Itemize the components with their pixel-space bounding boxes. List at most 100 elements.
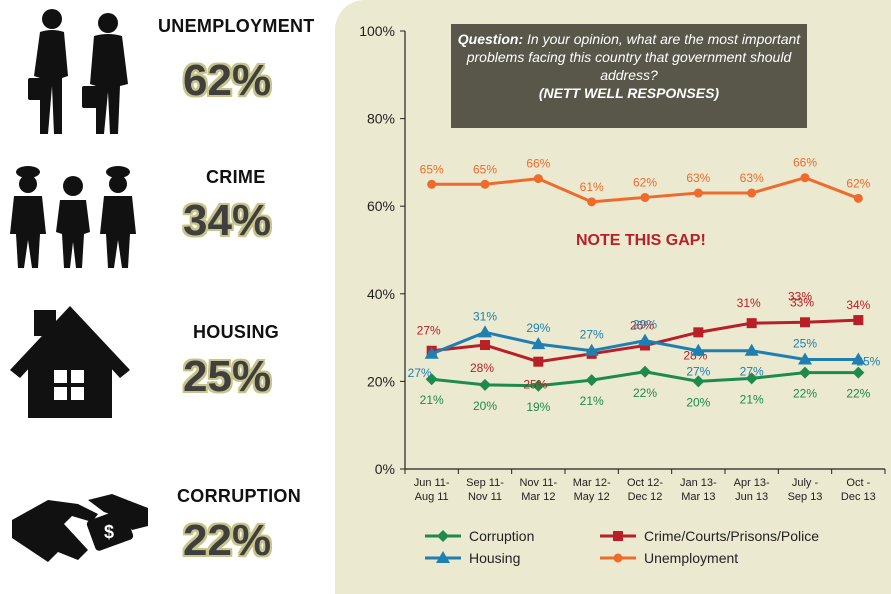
legend-label-housing: Housing bbox=[469, 550, 520, 566]
data-point-crime bbox=[800, 317, 810, 328]
house-icon bbox=[10, 306, 130, 418]
category-value-housing: 25% bbox=[183, 352, 272, 401]
y-tick-label: 0% bbox=[375, 461, 395, 477]
series-corruption: 21% 20% 19% 21% 22% 20% 21% 22% 22% bbox=[420, 365, 871, 414]
x-tick-label: Nov 11-Mar 12 bbox=[519, 477, 557, 503]
category-label-unemployment: UNEMPLOYMENT bbox=[158, 16, 315, 36]
series-housing: 27% 31% 29% 27% 29% 27% 27% 25% 25% bbox=[408, 309, 881, 379]
x-tick-label: Mar 12-May 12 bbox=[573, 477, 611, 503]
question-box: Question: In your opinion, what are the … bbox=[451, 24, 807, 128]
category-label-housing: HOUSING bbox=[193, 322, 280, 342]
data-label-crime: 27% bbox=[417, 324, 441, 338]
data-label-crime: 31% bbox=[737, 296, 761, 310]
data-label-crime: 33% bbox=[790, 295, 814, 309]
x-tick-label: Jan 13-Mar 13 bbox=[680, 477, 717, 503]
data-label-housing: 31% bbox=[473, 309, 497, 323]
x-tick-label: Apr 13-Jun 13 bbox=[734, 477, 770, 503]
y-tick-label: 40% bbox=[367, 286, 395, 302]
data-point-corruption bbox=[532, 379, 545, 392]
data-point-unemployment bbox=[693, 188, 703, 198]
data-label-housing: 27% bbox=[686, 365, 710, 379]
data-point-housing bbox=[798, 352, 812, 365]
data-point-crime bbox=[480, 340, 490, 351]
data-point-corruption bbox=[852, 366, 865, 379]
data-label-unemployment: 65% bbox=[473, 162, 497, 176]
legend-item-housing: Housing bbox=[425, 550, 520, 566]
data-point-housing bbox=[424, 346, 439, 359]
chart-axes: 0% 20% 40% 60% 80% 100% Jun 11-Aug 11 Sep 11-No… bbox=[359, 23, 886, 503]
data-label-crime: 28% bbox=[470, 361, 494, 375]
gap-annotation: NOTE THIS GAP! bbox=[576, 232, 706, 249]
legend-label-crime: Crime/Courts/Prisons/Police bbox=[644, 528, 819, 544]
data-label-crime: 34% bbox=[846, 298, 870, 312]
category-value-crime: 34% bbox=[183, 196, 272, 245]
data-point-corruption bbox=[745, 372, 758, 385]
data-label-crime: 33% bbox=[788, 289, 812, 303]
data-label-housing: 27% bbox=[580, 328, 604, 342]
y-tick-label: 80% bbox=[367, 111, 395, 127]
data-label-corruption: 20% bbox=[473, 399, 497, 413]
data-point-corruption bbox=[692, 375, 705, 388]
x-tick-label: Oct 12-Dec 12 bbox=[627, 477, 663, 503]
data-point-unemployment bbox=[853, 193, 863, 203]
bribe-handshake-icon: $ bbox=[12, 494, 148, 562]
data-point-unemployment bbox=[747, 188, 757, 198]
data-label-unemployment: 63% bbox=[686, 171, 710, 185]
data-point-unemployment bbox=[533, 174, 543, 184]
data-label-corruption: 19% bbox=[526, 400, 550, 414]
data-point-housing bbox=[531, 337, 546, 350]
data-point-housing bbox=[851, 352, 866, 365]
y-tick-label: 20% bbox=[367, 373, 395, 389]
data-label-corruption: 20% bbox=[686, 395, 710, 409]
data-point-unemployment bbox=[480, 179, 490, 189]
category-label-corruption: CORRUPTION bbox=[177, 486, 301, 506]
x-tick-label: July -Sep 13 bbox=[788, 477, 823, 503]
legend-marker-crime bbox=[613, 531, 623, 541]
data-label-housing: 25% bbox=[793, 337, 817, 351]
x-tick-label: Oct -Dec 13 bbox=[841, 477, 876, 503]
legend-item-unemployment: Unemployment bbox=[600, 550, 738, 566]
data-point-crime bbox=[853, 315, 864, 326]
data-point-unemployment bbox=[427, 179, 437, 189]
series-unemployment: 65% 65% 66% 61% 62% 63% 63% 66% 62% bbox=[420, 156, 871, 207]
legend-item-crime: Crime/Courts/Prisons/Police bbox=[600, 528, 819, 544]
category-value-corruption: 22% bbox=[183, 516, 272, 565]
y-tick-label: 60% bbox=[367, 198, 395, 214]
data-point-corruption bbox=[479, 378, 491, 391]
x-tick-label: Jun 11-Aug 11 bbox=[414, 477, 450, 503]
categories-panel: UNEMPLOYMENT 62% CRIME 34% HOUSING 25% $… bbox=[0, 0, 335, 594]
legend-label-corruption: Corruption bbox=[469, 528, 534, 544]
data-point-corruption bbox=[639, 365, 651, 378]
y-tick-label: 100% bbox=[359, 23, 395, 39]
businessmen-icon bbox=[28, 9, 128, 134]
data-label-corruption: 22% bbox=[846, 387, 870, 401]
legend-marker-corruption bbox=[437, 530, 449, 542]
data-point-unemployment bbox=[640, 192, 650, 202]
data-label-housing: 27% bbox=[740, 365, 764, 379]
data-label-crime: 25% bbox=[523, 378, 547, 392]
data-label-unemployment: 62% bbox=[846, 176, 870, 190]
data-point-crime bbox=[693, 327, 704, 338]
svg-text:$: $ bbox=[104, 522, 114, 542]
legend-item-corruption: Corruption bbox=[425, 528, 534, 544]
data-point-housing bbox=[584, 343, 599, 356]
question-prefix: Question: bbox=[457, 31, 524, 47]
legend-marker-unemployment bbox=[613, 553, 623, 563]
data-point-housing bbox=[638, 333, 652, 346]
police-arrest-icon bbox=[10, 166, 136, 268]
data-label-unemployment: 66% bbox=[526, 157, 550, 171]
data-point-housing bbox=[691, 343, 706, 356]
chart-legend: Corruption Crime/Courts/Prisons/Police Hou… bbox=[425, 528, 819, 566]
data-point-housing bbox=[478, 325, 492, 338]
data-label-unemployment: 63% bbox=[740, 171, 764, 185]
category-value-unemployment: 62% bbox=[183, 56, 272, 105]
data-label-corruption: 22% bbox=[793, 387, 817, 401]
question-note: (NETT WELL RESPONSES) bbox=[538, 85, 720, 101]
data-point-crime bbox=[746, 318, 757, 329]
data-label-housing: 29% bbox=[633, 318, 657, 332]
data-label-unemployment: 66% bbox=[793, 156, 817, 170]
data-label-corruption: 21% bbox=[420, 393, 444, 407]
data-point-unemployment bbox=[800, 173, 810, 183]
data-label-crime: 26% bbox=[630, 318, 654, 332]
